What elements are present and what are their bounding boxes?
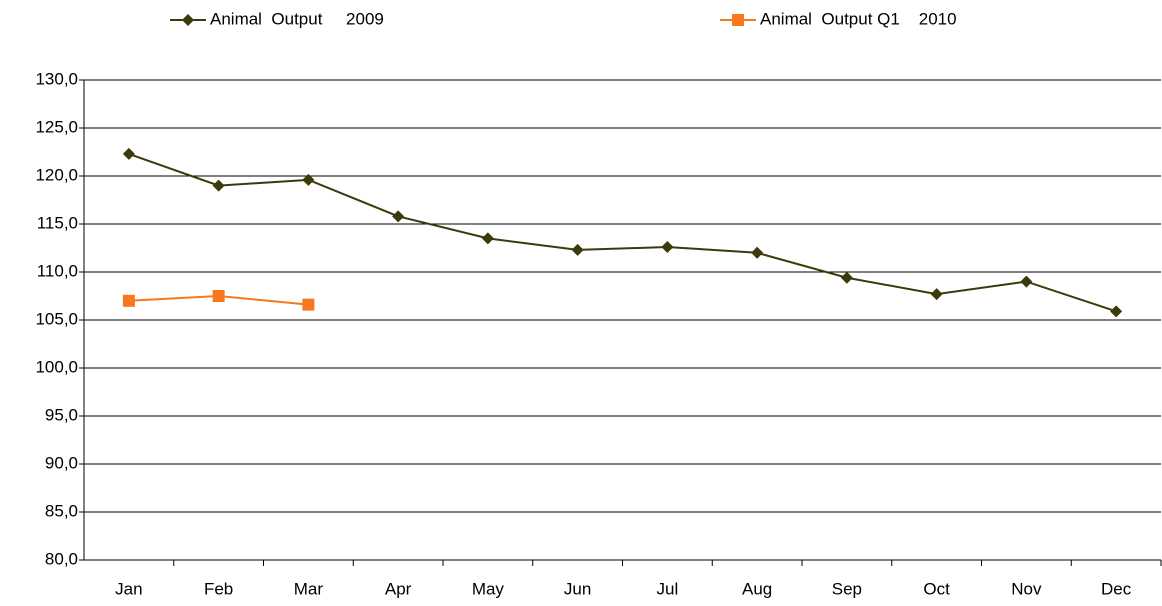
legend-marker [732,14,744,26]
point [122,147,135,160]
y-tick-label: 100,0 [35,357,78,376]
series-line [128,152,1117,313]
point [751,246,764,259]
point [1020,275,1033,288]
x-tick-label: Jun [564,579,591,598]
y-tick-label: 80,0 [45,549,78,568]
point [1110,305,1123,318]
y-tick-label: 90,0 [45,453,78,472]
point [212,290,225,302]
x-tick-label: Dec [1101,579,1132,598]
legend-marker [182,14,194,26]
x-tick-label: Feb [204,579,233,598]
x-tick-label: Mar [294,579,324,598]
y-tick-label: 105,0 [35,309,78,328]
point [122,294,135,307]
x-tick-label: Oct [923,579,950,598]
point [392,210,405,223]
point [302,298,315,311]
x-tick-label: Aug [742,579,772,598]
point [571,243,584,256]
x-tick-label: Apr [385,579,412,598]
y-tick-label: 125,0 [35,117,78,136]
x-tick-label: May [472,579,505,598]
x-tick-label: Jan [115,579,142,598]
y-tick-label: 130,0 [35,69,78,88]
point [302,173,315,186]
x-tick-label: Sep [832,579,862,598]
y-tick-label: 85,0 [45,501,78,520]
point [840,271,853,284]
point [930,288,943,301]
y-tick-label: 95,0 [45,405,78,424]
legend-label: Animal Output 2009 [210,9,384,28]
x-tick-label: Jul [657,579,679,598]
point [661,241,674,254]
y-tick-label: 120,0 [35,165,78,184]
x-tick-label: Nov [1011,579,1042,598]
point [212,179,225,192]
y-tick-label: 115,0 [37,213,78,232]
point [481,232,494,245]
y-tick-label: 110,0 [37,261,78,280]
legend-label: Animal Output Q1 2010 [760,9,957,28]
